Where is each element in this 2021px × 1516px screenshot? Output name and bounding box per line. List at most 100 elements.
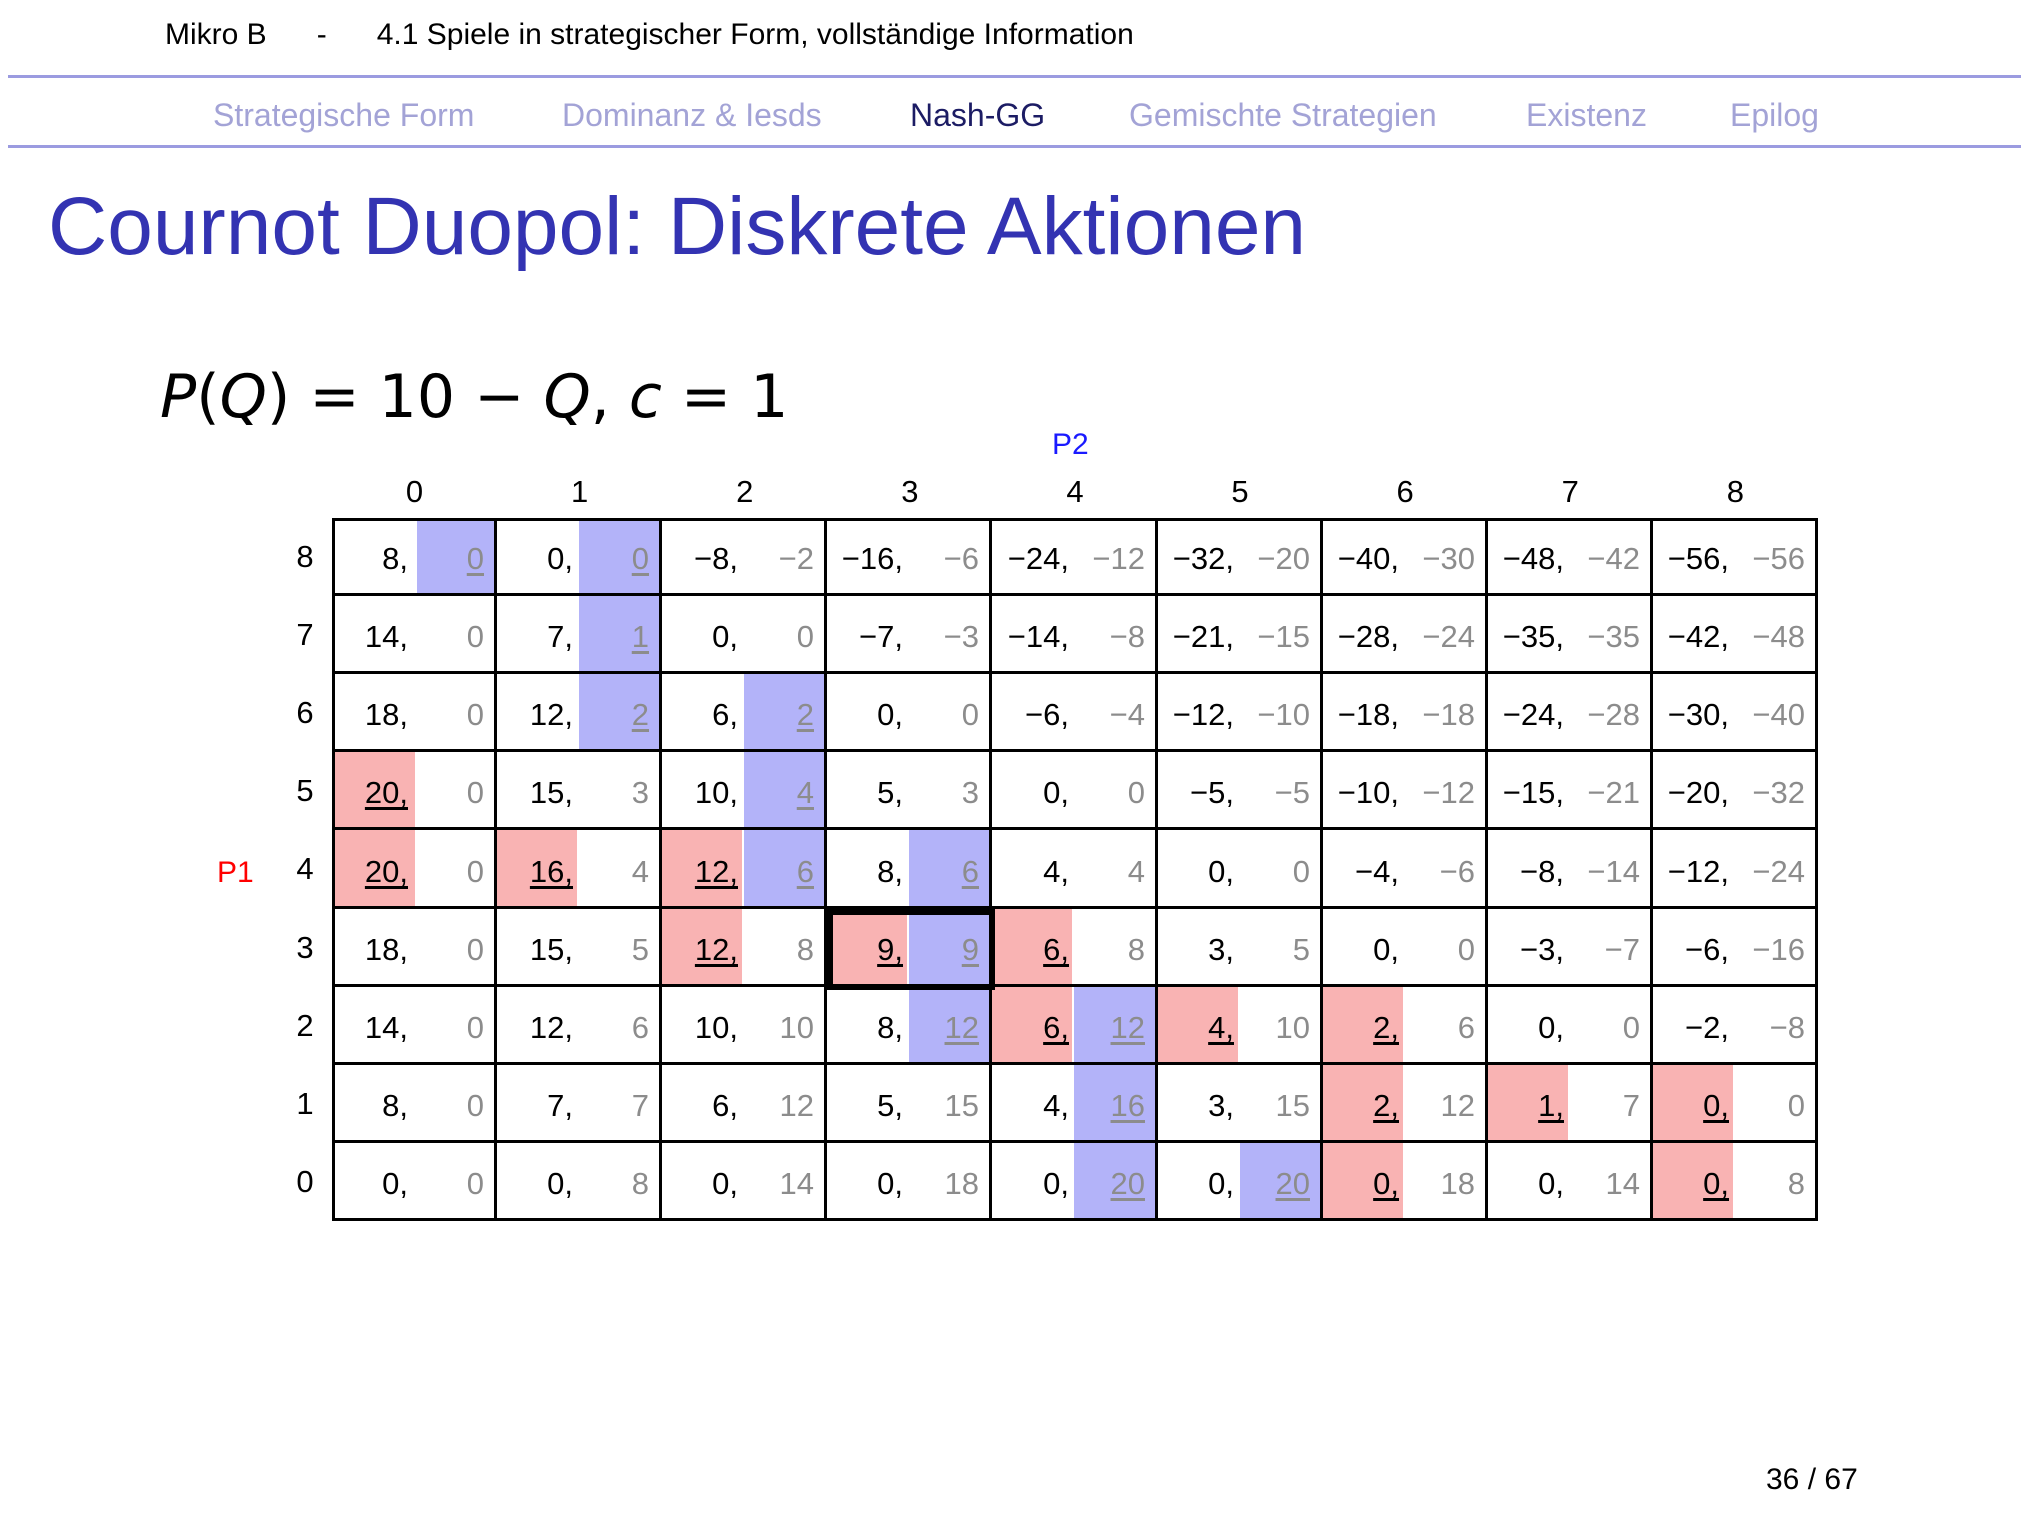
payoff-p1: 0,	[1043, 1166, 1069, 1201]
payoff-cell: −15, −21	[1488, 752, 1653, 830]
payoff-p1: 1,	[1538, 1088, 1564, 1123]
payoff-p2: −18	[1422, 697, 1475, 732]
payoff-cell: −21, −15	[1158, 596, 1323, 674]
payoff-cell: −24, −28	[1488, 674, 1653, 752]
payoff-p2: 2	[796, 697, 814, 732]
payoff-cell: 4, 10	[1158, 987, 1323, 1065]
payoff-cell: 15, 5	[497, 909, 662, 987]
p2-best-response-highlight	[909, 987, 989, 1062]
payoff-cell: −6, −4	[992, 674, 1158, 752]
payoff-p1: 12,	[694, 854, 738, 889]
payoff-p2: 12	[779, 1088, 814, 1123]
payoff-p1: 0,	[382, 1166, 408, 1201]
payoff-p2: 5	[631, 932, 649, 967]
payoff-cell: −30, −40	[1653, 674, 1818, 752]
formula-p: P	[160, 362, 197, 432]
payoff-cell: 1, 7	[1488, 1065, 1653, 1143]
payoff-p2: 8	[1127, 932, 1145, 967]
payoff-p2: 0	[1787, 1088, 1805, 1123]
payoff-p1: 0,	[877, 697, 903, 732]
payoff-cell: 0, 0	[1488, 987, 1653, 1065]
payoff-cell: 0, 14	[662, 1143, 827, 1221]
payoff-p2: 0	[1127, 775, 1145, 810]
nav-existenz[interactable]: Existenz	[1526, 97, 1647, 133]
payoff-cell: 10, 4	[662, 752, 827, 830]
page-sep: /	[1799, 1463, 1825, 1496]
payoff-p1: 0,	[1373, 1166, 1399, 1201]
nav-gemischte-strategien[interactable]: Gemischte Strategien	[1129, 97, 1437, 133]
payoff-cell: −32, −20	[1158, 518, 1323, 596]
payoff-cell: −6, −16	[1653, 909, 1818, 987]
payoff-p1: 5,	[877, 1088, 903, 1123]
payoff-p1: −21,	[1172, 619, 1234, 654]
header-rule	[8, 75, 2021, 78]
column-header: 8	[1726, 474, 1744, 509]
payoff-cell: 0, 8	[497, 1143, 662, 1221]
column-header: 2	[736, 474, 754, 509]
payoff-cell: 0, 20	[1158, 1143, 1323, 1221]
page-number: 36 / 67	[1766, 1463, 1858, 1497]
payoff-cell: 12, 8	[662, 909, 827, 987]
payoff-p2: 12	[1110, 1010, 1145, 1045]
payoff-p2: 0	[961, 697, 979, 732]
nav-strategische-form[interactable]: Strategische Form	[213, 97, 475, 133]
payoff-p2: 2	[631, 697, 649, 732]
payoff-p2: −42	[1587, 541, 1640, 576]
payoff-p2: 16	[1110, 1088, 1145, 1123]
row-header: 1	[296, 1085, 314, 1121]
nav-dominanz-iesds[interactable]: Dominanz & Iesds	[562, 97, 822, 133]
payoff-p1: 0,	[547, 541, 573, 576]
payoff-p2: 9	[961, 932, 979, 967]
payoff-p1: 8,	[382, 1088, 408, 1123]
payoff-p1: −2,	[1685, 1010, 1729, 1045]
payoff-p1: −12,	[1172, 697, 1234, 732]
payoff-p1: −30,	[1667, 697, 1729, 732]
payoff-cell: −35, −35	[1488, 596, 1653, 674]
p2-best-response-highlight	[579, 521, 659, 593]
nav-epilog[interactable]: Epilog	[1730, 97, 1819, 133]
payoff-p2: 15	[944, 1088, 979, 1123]
payoff-cell: 3, 15	[1158, 1065, 1323, 1143]
payoff-p1: −48,	[1502, 541, 1564, 576]
payoff-p2: 4	[796, 775, 814, 810]
p2-best-response-highlight	[1074, 1065, 1155, 1140]
row-header: 8	[296, 539, 314, 575]
p1-best-response-highlight	[1158, 987, 1238, 1062]
payoff-p2: 18	[1440, 1166, 1475, 1201]
payoff-cell: −2, −8	[1653, 987, 1818, 1065]
payoff-cell: 20, 0	[332, 830, 497, 909]
payoff-cell: −8, −2	[662, 518, 827, 596]
p2-best-response-highlight	[579, 596, 659, 671]
payoff-p1: 0,	[1538, 1010, 1564, 1045]
payoff-cell: −10, −12	[1323, 752, 1488, 830]
payoff-p1: 0,	[1703, 1166, 1729, 1201]
payoff-p2: −6	[1439, 854, 1475, 889]
payoff-p2: 0	[466, 619, 484, 654]
payoff-p2: 8	[796, 932, 814, 967]
payoff-p2: 0	[1457, 932, 1475, 967]
payoff-p1: 0,	[1208, 854, 1234, 889]
p1-best-response-highlight	[662, 909, 742, 984]
payoff-p1: −28,	[1337, 619, 1399, 654]
payoff-p2: 0	[466, 775, 484, 810]
page-current: 36	[1766, 1463, 1800, 1496]
payoff-p1: −7,	[859, 619, 903, 654]
payoff-p1: 15,	[529, 932, 573, 967]
nav-nash-gg[interactable]: Nash-GG	[910, 97, 1046, 133]
payoff-p2: 7	[1622, 1088, 1640, 1123]
payoff-p2: 0	[796, 619, 814, 654]
payoff-cell: −42, −48	[1653, 596, 1818, 674]
payoff-cell: −40, −30	[1323, 518, 1488, 596]
payoff-cell: 8, 0	[332, 518, 497, 596]
payoff-p1: 0,	[1373, 932, 1399, 967]
payoff-p2: −4	[1109, 697, 1145, 732]
payoff-p1: 12,	[529, 1010, 573, 1045]
payoff-p2: 0	[466, 1010, 484, 1045]
payoff-p1: 0,	[712, 619, 738, 654]
payoff-p2: −28	[1587, 697, 1640, 732]
p1-best-response-highlight	[1488, 1065, 1568, 1140]
payoff-cell: 0, 0	[497, 518, 662, 596]
payoff-p2: −30	[1422, 541, 1475, 576]
payoff-cell: 2, 6	[1323, 987, 1488, 1065]
payoff-p1: −5,	[1190, 775, 1234, 810]
